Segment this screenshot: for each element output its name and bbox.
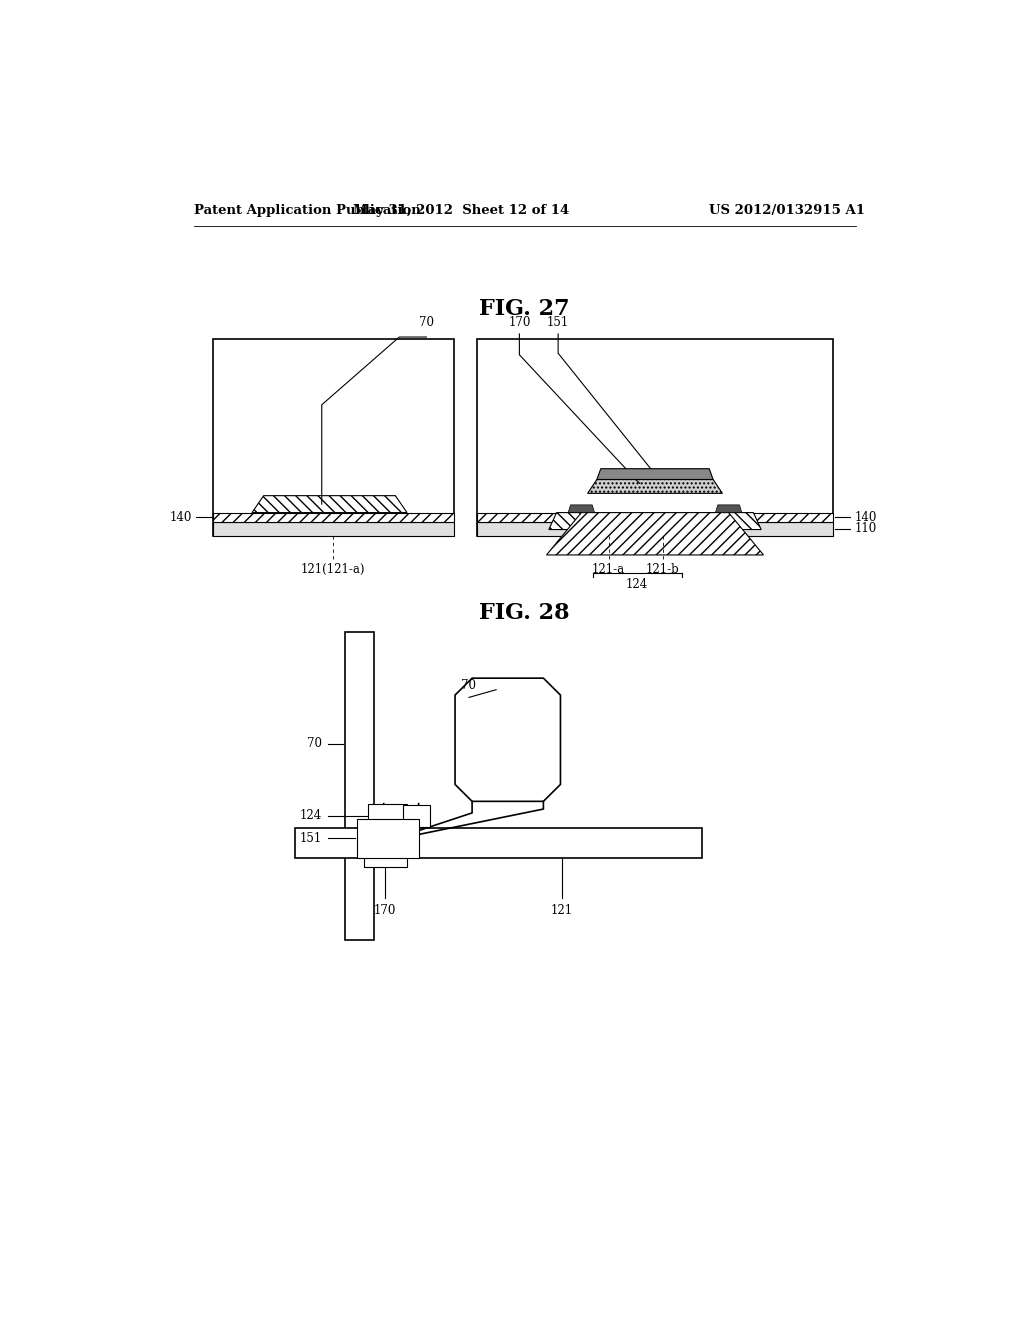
Text: 121-a: 121-a	[592, 562, 625, 576]
Text: 124: 124	[626, 578, 648, 591]
Text: 140: 140	[169, 511, 191, 524]
Text: Patent Application Publication: Patent Application Publication	[194, 205, 421, 218]
Text: 70: 70	[419, 317, 434, 330]
Text: FIG. 27: FIG. 27	[479, 297, 570, 319]
Bar	[477, 521, 834, 536]
Text: 121: 121	[551, 904, 573, 917]
Polygon shape	[549, 512, 614, 529]
Text: 70: 70	[307, 737, 322, 750]
Text: 140: 140	[855, 511, 878, 524]
Polygon shape	[568, 506, 595, 512]
Polygon shape	[455, 678, 560, 801]
Text: 151: 151	[547, 317, 569, 330]
Polygon shape	[588, 479, 722, 494]
Text: 170: 170	[374, 904, 396, 917]
Text: 121(121-a): 121(121-a)	[301, 562, 366, 576]
Text: 151: 151	[299, 832, 322, 845]
Bar	[369, 804, 407, 829]
Bar	[477, 512, 834, 521]
Polygon shape	[597, 469, 713, 479]
Text: 121-b: 121-b	[646, 562, 680, 576]
Bar	[345, 632, 375, 940]
Polygon shape	[252, 496, 407, 512]
Bar	[477, 339, 834, 536]
Polygon shape	[547, 512, 764, 554]
Text: 70: 70	[462, 678, 476, 692]
Text: 110: 110	[855, 523, 878, 536]
Bar	[295, 829, 701, 858]
Text: US 2012/0132915 A1: US 2012/0132915 A1	[710, 205, 865, 218]
Text: May 31, 2012  Sheet 12 of 14: May 31, 2012 Sheet 12 of 14	[353, 205, 569, 218]
Bar	[213, 521, 454, 536]
Text: 170: 170	[508, 317, 530, 330]
Bar	[365, 834, 407, 867]
Text: FIG. 28: FIG. 28	[479, 602, 570, 624]
Bar	[403, 805, 430, 826]
Bar	[213, 339, 454, 536]
Bar	[356, 818, 419, 858]
Polygon shape	[696, 512, 761, 529]
Text: 124: 124	[299, 809, 322, 822]
Polygon shape	[716, 506, 741, 512]
Bar	[213, 512, 454, 521]
